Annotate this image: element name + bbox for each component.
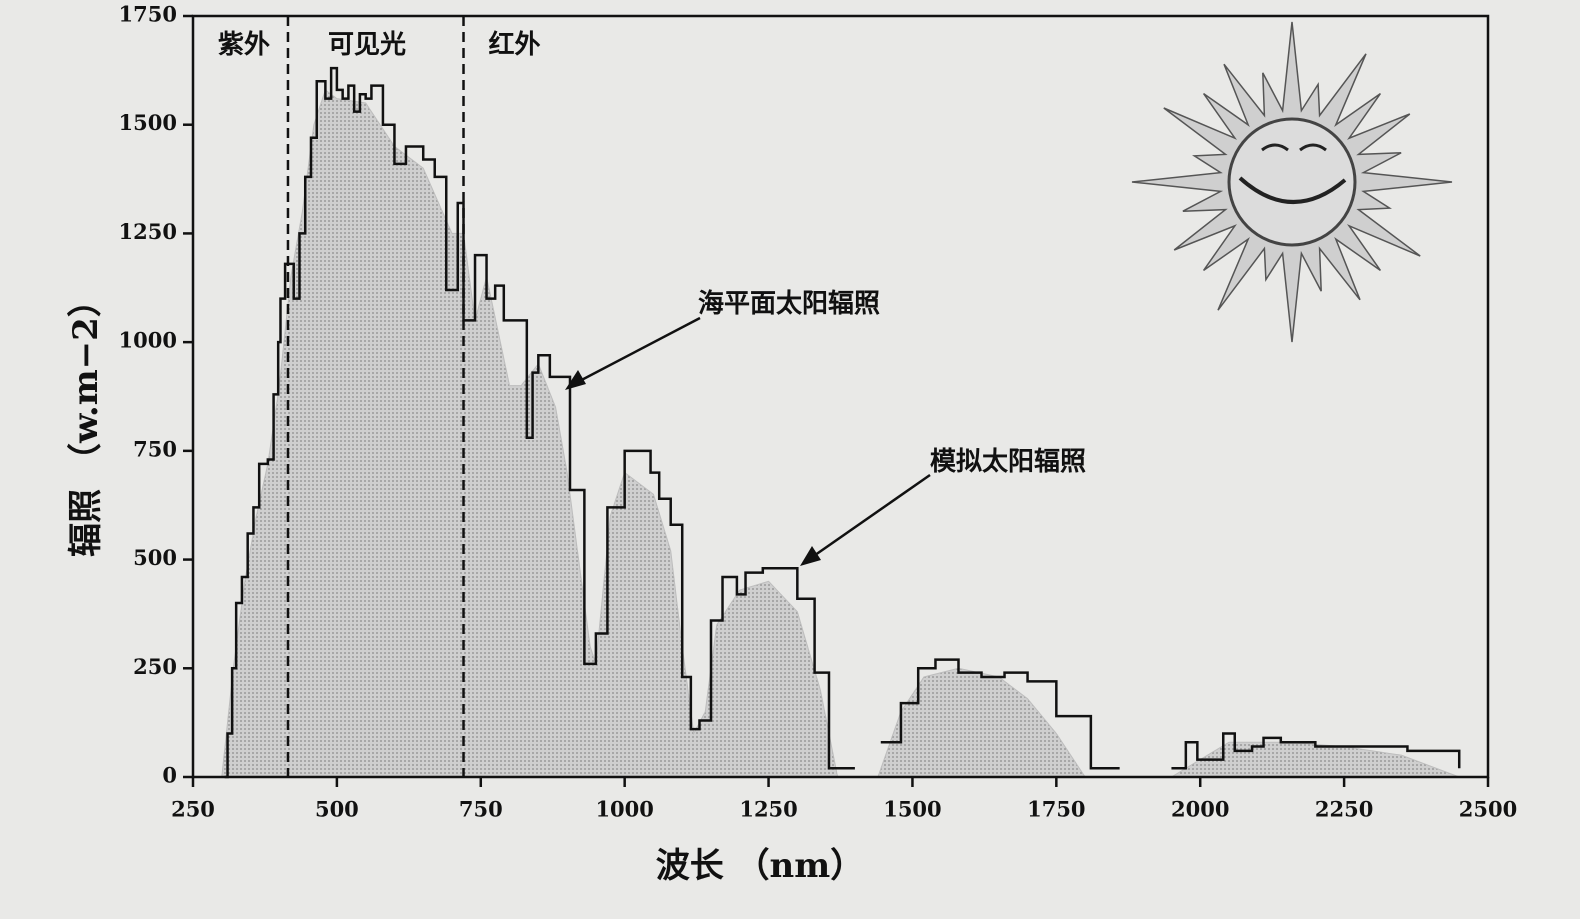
region-label: 紫外 [218, 30, 270, 60]
region-label: 可见光 [328, 30, 406, 60]
annotation: 海平面太阳辐照 [698, 289, 880, 319]
sun-illustration [1131, 21, 1453, 343]
x-tick-label: 1250 [739, 797, 797, 822]
arrowhead [800, 546, 821, 566]
y-tick-label: 500 [133, 545, 177, 570]
plot-frame [191, 14, 1490, 779]
sun-face [1227, 117, 1357, 247]
x-tick-label: 250 [171, 797, 215, 822]
y-tick-label: 1500 [119, 110, 177, 135]
x-tick-label: 1500 [883, 797, 941, 822]
x-tick-label: 500 [315, 797, 359, 822]
x-tick-label: 1750 [1027, 797, 1085, 822]
step-line [224, 66, 855, 779]
x-tick-label: 750 [459, 797, 503, 822]
y-tick-label: 1000 [119, 328, 177, 353]
y-tick-label: 0 [162, 763, 177, 788]
x-tick-label: 1000 [595, 797, 653, 822]
y-tick-label: 750 [133, 436, 177, 461]
region-label: 红外 [489, 29, 541, 60]
x-tick-label: 2250 [1315, 797, 1373, 822]
sun-eyes [1261, 143, 1327, 152]
x-axis-title: 波长 （nm） [656, 846, 865, 886]
annotation-arrow [571, 316, 701, 387]
sun-smile [1238, 176, 1347, 204]
step-line [1171, 732, 1461, 770]
annotation-arrow [807, 473, 931, 562]
annotation: 模拟太阳辐照 [930, 447, 1086, 477]
x-tick-label: 2500 [1459, 797, 1517, 822]
y-tick-label: 1750 [119, 2, 177, 27]
x-tick-label: 2000 [1171, 797, 1229, 822]
y-tick-label: 1250 [119, 219, 177, 244]
y-tick-label: 250 [133, 654, 177, 679]
y-axis-title: 辐照 （w.m−2） [66, 283, 106, 557]
step-line [880, 658, 1120, 770]
